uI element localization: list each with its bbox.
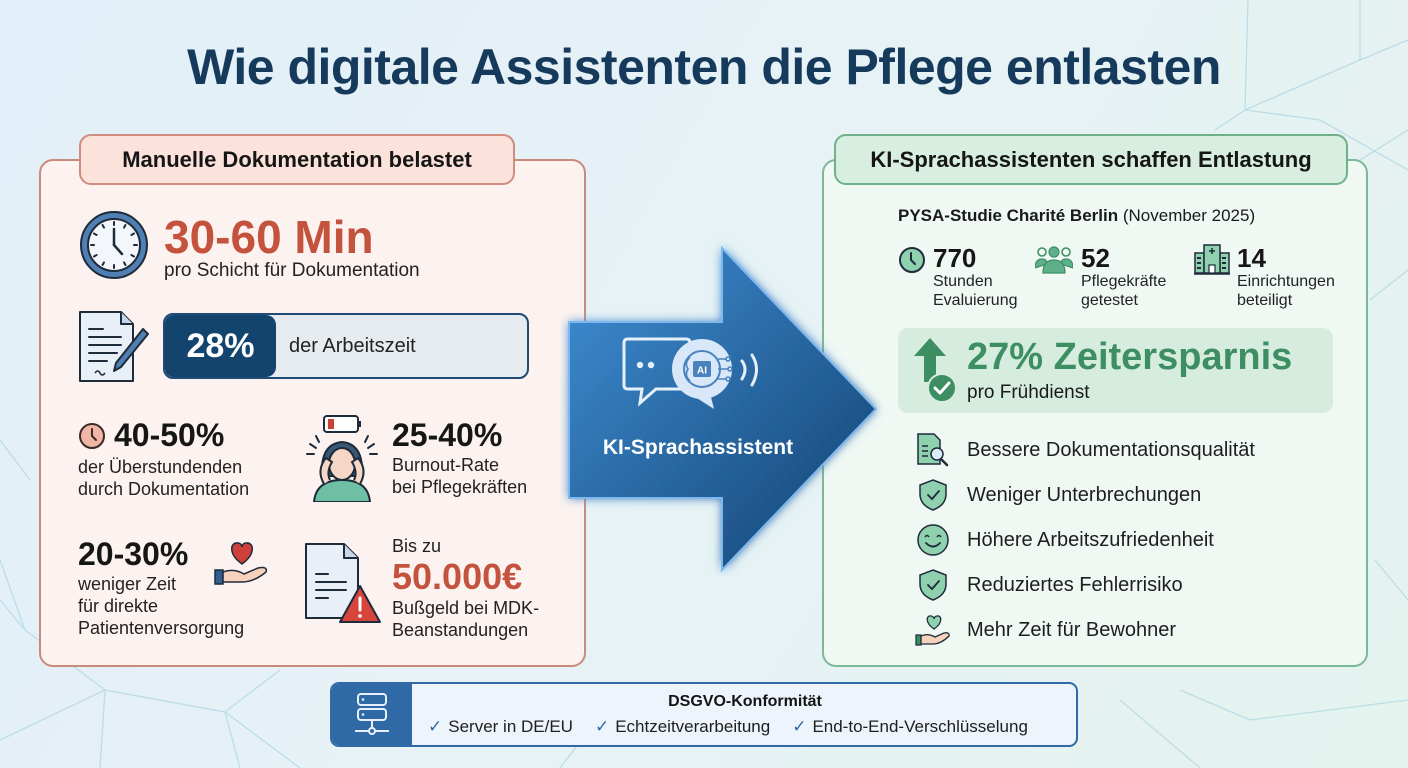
work-time-share-value: 28% bbox=[165, 315, 276, 377]
kpi-nurses-line-2: getestet bbox=[1081, 292, 1138, 309]
study-date: (November 2025) bbox=[1122, 206, 1256, 225]
heart-hand-icon bbox=[915, 615, 950, 646]
kpi-hours: 770 Stunden Evaluierung bbox=[933, 244, 1018, 310]
gdpr-items: ✓ Server in DE/EU ✓ Echtzeitverarbeitung ✓… bbox=[428, 717, 1028, 737]
patient-care-line-2: für direkte bbox=[78, 596, 159, 616]
ai-assistant-label: KI-Sprachassistent bbox=[602, 436, 794, 459]
work-time-share-label: der Arbeitszeit bbox=[289, 335, 416, 357]
documentation-time-value: 30-60 Min bbox=[164, 211, 374, 263]
burnout-line-1: Burnout-Rate bbox=[392, 455, 500, 475]
check-icon: ✓ bbox=[594, 717, 610, 736]
benefit-label: Mehr Zeit für Bewohner bbox=[967, 618, 1176, 641]
patient-care-line-1: weniger Zeit bbox=[78, 574, 177, 594]
time-saving-value: 27% Zeitersparnis bbox=[967, 336, 1293, 378]
overtime-line-2: durch Dokumentation bbox=[78, 479, 250, 499]
benefit-label: Höhere Arbeitszufriedenheit bbox=[967, 528, 1214, 551]
heart-hand-icon bbox=[214, 542, 268, 585]
shield-check-icon bbox=[919, 479, 947, 511]
gdpr-title: DSGVO-Konformität bbox=[668, 693, 822, 710]
manual-documentation-heading: Manuelle Dokumentation belastet bbox=[79, 134, 515, 185]
kpi-nurses-value: 52 bbox=[1081, 243, 1110, 273]
patient-care-stat: 20-30% weniger Zeit für direkte Patiente… bbox=[78, 536, 244, 639]
kpi-nurses: 52 Pflegekräfte getestet bbox=[1081, 244, 1166, 310]
fine-stat: Bis zu 50.000€ Bußgeld bei MDK- Beanstan… bbox=[392, 535, 539, 641]
time-saving-label: pro Frühdienst bbox=[967, 382, 1090, 403]
overtime-line-1: der Überstundenden bbox=[78, 457, 243, 477]
overtime-stat: 40-50% bbox=[114, 417, 224, 454]
people-group-icon bbox=[1035, 246, 1073, 274]
benefit-label: Weniger Unterbrechungen bbox=[967, 483, 1202, 506]
burnout-line-2: bei Pflegekräften bbox=[392, 477, 528, 497]
arrow-up-check-icon bbox=[914, 338, 957, 403]
gdpr-item-label: End-to-End-Verschlüsselung bbox=[812, 717, 1028, 736]
overtime-value: 40-50% bbox=[114, 417, 225, 453]
benefit-item: Mehr Zeit für Bewohner bbox=[915, 612, 1176, 648]
stressed-person-low-battery-icon bbox=[306, 415, 378, 502]
burnout-value: 25-40% bbox=[392, 417, 503, 453]
kpi-facilities-line-1: Einrichtungen bbox=[1237, 273, 1335, 290]
benefit-item: Weniger Unterbrechungen bbox=[915, 477, 1201, 513]
ai-relief-panel bbox=[822, 159, 1368, 667]
benefit-item: Reduziertes Fehlerrisiko bbox=[915, 567, 1183, 603]
check-icon: ✓ bbox=[792, 717, 807, 736]
gdpr-compliance-box: DSGVO-Konformität ✓ Server in DE/EU ✓ Echt… bbox=[330, 682, 1078, 747]
time-saving-highlight: 27% Zeitersparnis pro Frühdienst bbox=[898, 328, 1333, 413]
patient-care-line-3: Patientenversorgung bbox=[78, 618, 245, 638]
page-title: Wie digitale Assistenten die Pflege entl… bbox=[187, 39, 1221, 95]
gdpr-item: ✓ End-to-End-Verschlüsselung bbox=[792, 717, 1028, 737]
documentation-time-label: pro Schicht für Dokumentation bbox=[164, 260, 420, 281]
kpi-hours-line-1: Stunden bbox=[933, 273, 993, 290]
benefit-item: Höhere Arbeitszufriedenheit bbox=[915, 522, 1214, 558]
clock-icon bbox=[899, 247, 925, 273]
gdpr-item-label: Echtzeitverarbeitung bbox=[615, 717, 771, 736]
study-name: PYSA-Studie Charité Berlin bbox=[898, 206, 1119, 225]
ai-icon-text: AI bbox=[697, 366, 707, 377]
check-icon: ✓ bbox=[428, 717, 443, 736]
fine-line-2: Beanstandungen bbox=[392, 620, 529, 640]
ai-relief-heading: KI-Sprachassistenten schaffen Entlastung bbox=[834, 134, 1348, 185]
gdpr-item: ✓ Echtzeitverarbeitung bbox=[595, 717, 770, 737]
gdpr-item: ✓ Server in DE/EU bbox=[428, 717, 573, 737]
fine-line-1: Bußgeld bei MDK- bbox=[392, 598, 540, 618]
burnout-stat: 25-40% Burnout-Rate bei Pflegekräften bbox=[392, 417, 527, 498]
ai-speech-bubble-icon: AI bbox=[622, 337, 758, 409]
kpi-facilities-value: 14 bbox=[1237, 243, 1266, 273]
patient-care-value: 20-30% bbox=[78, 536, 189, 572]
clock-icon bbox=[80, 211, 148, 279]
clock-small-icon bbox=[79, 423, 105, 449]
smiley-icon bbox=[917, 524, 949, 556]
benefit-label: Bessere Dokumentationsqualität bbox=[967, 438, 1255, 461]
kpi-hours-line-2: Evaluierung bbox=[933, 292, 1018, 309]
kpi-nurses-line-1: Pflegekräfte bbox=[1081, 273, 1167, 290]
transition-arrow bbox=[568, 245, 878, 573]
overtime-description: der Überstundenden durch Dokumentation bbox=[78, 456, 249, 500]
benefit-label: Reduziertes Fehlerrisiko bbox=[967, 573, 1183, 596]
kpi-hours-value: 770 bbox=[933, 243, 977, 273]
work-time-share-bar: 28% der Arbeitszeit bbox=[163, 313, 529, 379]
shield-check-icon bbox=[919, 569, 947, 601]
fine-value: 50.000€ bbox=[392, 556, 523, 597]
gdpr-item-label: Server in DE/EU bbox=[448, 717, 573, 736]
document-search-icon bbox=[917, 433, 949, 467]
benefit-item: Bessere Dokumentationsqualität bbox=[915, 432, 1255, 468]
study-title: PYSA-Studie Charité Berlin (November 202… bbox=[898, 206, 1255, 226]
kpi-facilities: 14 Einrichtungen beteiligt bbox=[1237, 244, 1335, 310]
server-network-icon bbox=[355, 692, 389, 735]
kpi-facilities-line-2: beteiligt bbox=[1237, 292, 1293, 309]
document-pen-icon bbox=[79, 311, 149, 382]
hospital-building-icon bbox=[1194, 244, 1230, 275]
fine-prefix: Bis zu bbox=[392, 536, 442, 556]
document-warning-icon bbox=[305, 543, 381, 623]
